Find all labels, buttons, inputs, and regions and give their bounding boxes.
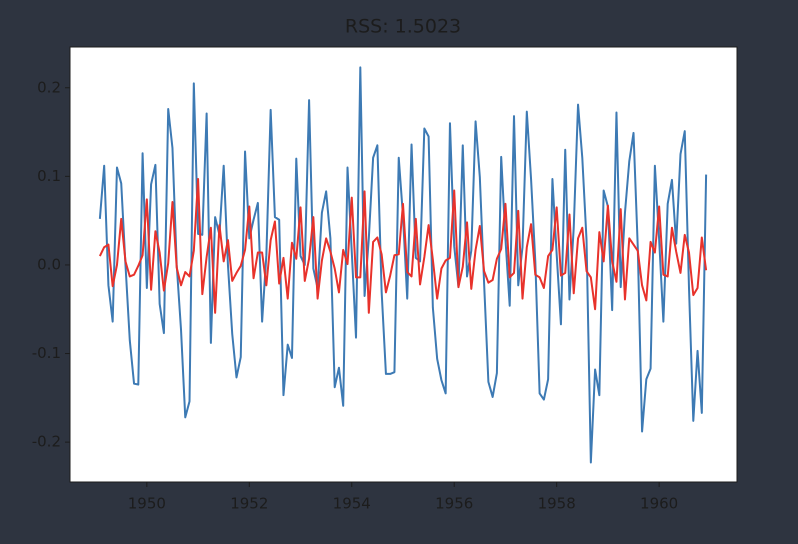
- y-tick-label: -0.2: [32, 433, 61, 451]
- y-tick-label: -0.1: [32, 344, 61, 362]
- x-tick-label: 1954: [333, 495, 371, 513]
- x-tick-label: 1956: [435, 495, 473, 513]
- y-tick-label: 0.2: [37, 78, 61, 96]
- x-tick-label: 1960: [640, 495, 678, 513]
- axes-frame: [69, 46, 738, 483]
- x-tick-label: 1950: [128, 495, 166, 513]
- plot-area: [70, 47, 737, 482]
- chart-title: RSS: 1.5023: [345, 16, 461, 38]
- y-tick-label: 0.0: [37, 255, 61, 273]
- series-line: [98, 178, 708, 314]
- y-tick-label: 0.1: [37, 167, 61, 185]
- x-tick-label: 1958: [538, 495, 576, 513]
- x-tick-label: 1952: [230, 495, 268, 513]
